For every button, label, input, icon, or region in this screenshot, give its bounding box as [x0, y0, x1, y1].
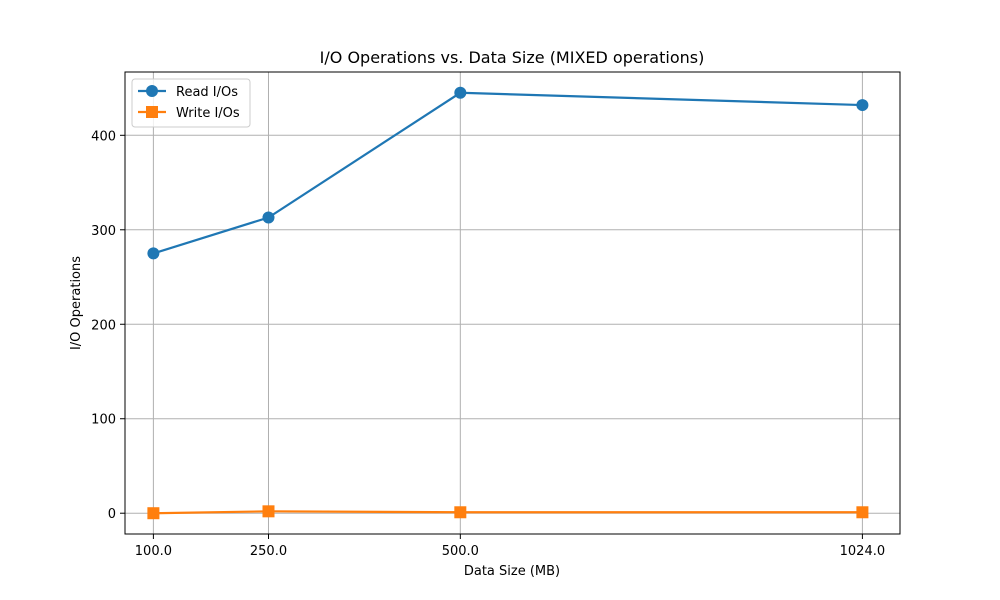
read-i-os-line — [153, 91, 863, 255]
legend-read-i-os-marker — [146, 85, 158, 97]
grid-lines — [125, 72, 900, 534]
legend-read-i-os-label: Read I/Os — [176, 85, 238, 100]
plot-frame — [124, 71, 901, 535]
y-axis-label: I/O Operations — [69, 256, 84, 350]
y-tick-label: 200 — [91, 318, 116, 333]
read-i-os-point — [147, 247, 160, 260]
y-tick-label: 300 — [91, 224, 116, 239]
legend-write-i-os-label: Write I/Os — [176, 106, 240, 121]
legend: Read I/Os Write I/Os — [131, 78, 251, 128]
x-tick-label: 250.0 — [250, 544, 287, 559]
read-i-os-point — [454, 86, 467, 99]
read-i-os-point — [262, 211, 275, 224]
y-axis-ticks: 0 100 200 300 400 — [91, 129, 125, 522]
write-i-os-point — [856, 506, 869, 519]
y-tick-label: 100 — [91, 413, 116, 428]
x-tick-label: 500.0 — [442, 544, 479, 559]
write-i-os-line — [153, 510, 863, 515]
x-tick-label: 100.0 — [135, 544, 172, 559]
series-group — [147, 86, 869, 520]
x-tick-label: 1024.0 — [840, 544, 886, 559]
write-i-os-point — [262, 505, 275, 518]
chart-title: I/O Operations vs. Data Size (MIXED oper… — [320, 48, 705, 67]
y-tick-label: 400 — [91, 129, 116, 144]
x-axis-ticks: 100.0 250.0 500.0 1024.0 — [135, 534, 885, 559]
legend-write-i-os-marker — [146, 106, 158, 118]
write-i-os-point — [454, 506, 467, 519]
write-i-os-point — [147, 507, 160, 520]
read-i-os-point — [856, 99, 869, 112]
y-tick-label: 0 — [108, 507, 116, 522]
x-axis-label: Data Size (MB) — [464, 564, 560, 579]
